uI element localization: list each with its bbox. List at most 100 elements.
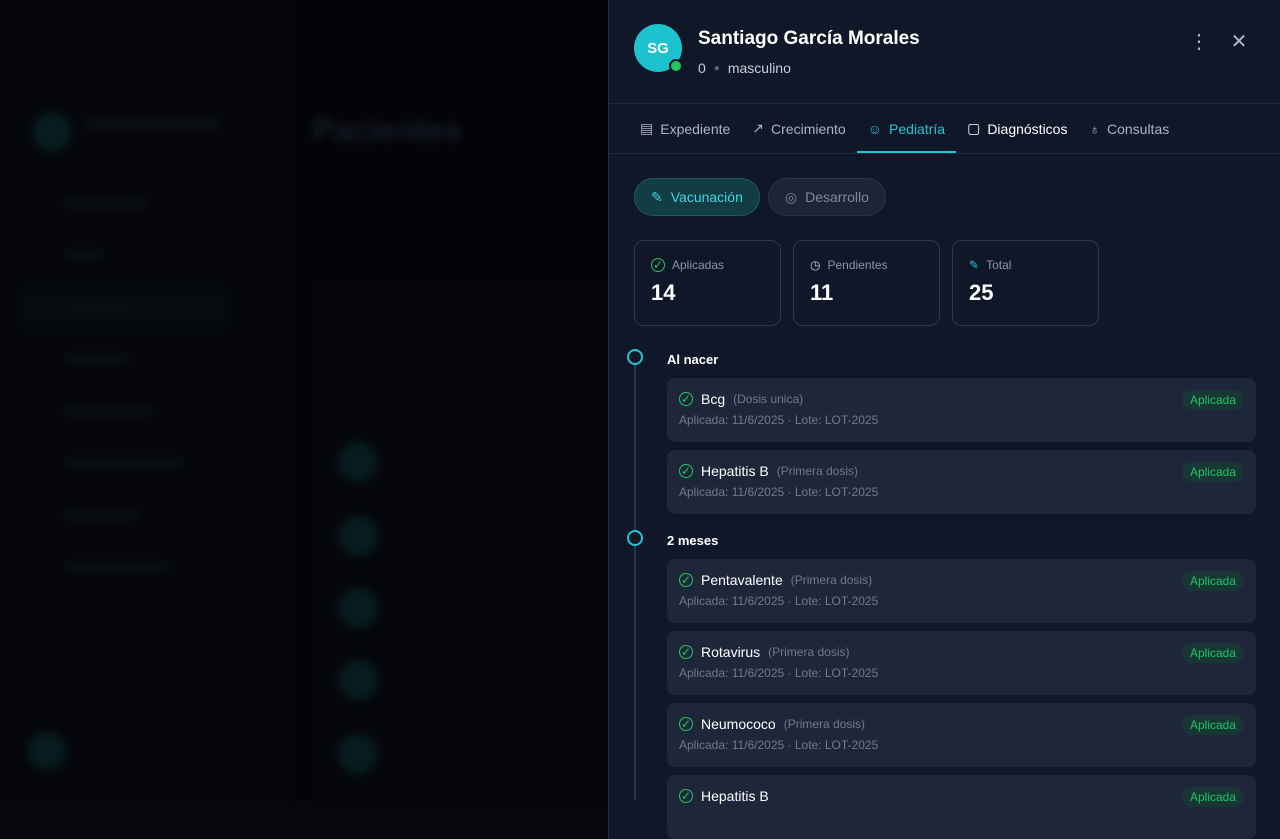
file-icon: ▢ xyxy=(967,120,981,136)
vaccine-timeline: Al nacer ✓ Bcg (Dosis unica) Aplicada: 11/6/… xyxy=(609,340,1280,839)
subtab-desarrollo[interactable]: ◎ Desarrollo xyxy=(767,178,886,216)
background-row-avatar xyxy=(338,734,378,774)
vaccine-meta: Aplicada: 11/6/2025 · Lote: LOT-2025 xyxy=(679,485,879,499)
stat-label: Aplicadas xyxy=(672,258,725,272)
vaccine-stats: ✓ Aplicadas 14 ◷ Pendientes 11 ✎ Total 25 xyxy=(609,216,1280,326)
tab-pediatria[interactable]: ☺ Pediatría xyxy=(856,104,957,153)
background-row-avatar xyxy=(338,660,378,700)
stat-value: 25 xyxy=(969,280,994,305)
clipboard-icon: ▤ xyxy=(640,120,654,136)
tab-diagnosticos[interactable]: ▢ Diagnósticos xyxy=(956,104,1078,153)
syringe-icon: ✎ xyxy=(969,258,980,272)
vaccine-card[interactable]: ✓ Bcg (Dosis unica) Aplicada: 11/6/2025 · L… xyxy=(667,378,1256,442)
vaccine-card[interactable]: ✓ Neumococo (Primera dosis) Aplicada: 11/6/… xyxy=(667,703,1256,767)
tab-label: Expediente xyxy=(660,120,731,137)
vaccine-meta: Aplicada: 11/6/2025 · Lote: LOT-2025 xyxy=(679,738,879,752)
baby-icon: ☺ xyxy=(867,120,883,137)
background-nav-item xyxy=(64,354,129,364)
background-row-avatar xyxy=(338,516,378,556)
group-title: Al nacer xyxy=(667,352,719,367)
background-row-avatar xyxy=(338,588,378,628)
tab-consultas[interactable]: ♁ Consultas xyxy=(1078,104,1180,153)
stat-value: 14 xyxy=(651,280,676,305)
background-avatar xyxy=(32,112,72,152)
separator-dot: ● xyxy=(713,62,720,74)
background-nav-item xyxy=(64,198,149,208)
subtab-label: Desarrollo xyxy=(805,189,869,205)
vaccine-meta: Aplicada: 11/6/2025 · Lote: LOT-2025 xyxy=(679,594,879,608)
status-badge: Aplicada xyxy=(1181,787,1244,807)
vaccine-name: Bcg xyxy=(701,391,726,407)
vaccine-dose: (Primera dosis) xyxy=(783,717,866,731)
background-text xyxy=(85,118,220,130)
background-nav-item xyxy=(64,406,154,416)
background-user-avatar xyxy=(28,732,66,770)
clock-icon: ◷ xyxy=(810,258,821,272)
background-app: Pacientes xyxy=(18,112,462,774)
timeline-line xyxy=(634,358,636,800)
subtab-bar: ✎ Vacunación ◎ Desarrollo xyxy=(609,154,1280,216)
vaccine-dose: (Primera dosis) xyxy=(790,573,873,587)
tab-label: Pediatría xyxy=(889,120,946,137)
status-badge: Aplicada xyxy=(1181,462,1244,482)
tab-bar: ▤ Expediente ↗ Crecimiento ☺ Pediatría ▢ Dia… xyxy=(609,104,1280,154)
vaccine-meta: Aplicada: 11/6/2025 · Lote: LOT-2025 xyxy=(679,413,879,427)
vaccine-name: Hepatitis B xyxy=(701,463,769,479)
stat-label: Pendientes xyxy=(827,258,888,272)
online-status-dot xyxy=(669,59,683,73)
vaccine-card[interactable]: ✓ Rotavirus (Primera dosis) Aplicada: 11/6/… xyxy=(667,631,1256,695)
close-icon[interactable]: ✕ xyxy=(1230,31,1248,53)
timeline-group: 2 meses ✓ Pentavalente (Primera dosis) Aplic… xyxy=(609,521,1280,839)
subtab-label: Vacunación xyxy=(670,189,743,205)
tab-label: Consultas xyxy=(1106,120,1170,137)
check-circle-icon: ✓ xyxy=(679,789,693,803)
stat-pendientes: ◷ Pendientes 11 xyxy=(793,240,940,326)
background-nav-item xyxy=(64,458,184,468)
vaccine-card[interactable]: ✓ Hepatitis B Aplicada xyxy=(667,775,1256,839)
timeline-group: Al nacer ✓ Bcg (Dosis unica) Aplicada: 11/6/… xyxy=(609,340,1280,514)
syringe-icon: ✎ xyxy=(651,188,663,205)
vaccine-dose: (Primera dosis) xyxy=(776,464,859,478)
vaccine-name: Hepatitis B xyxy=(701,788,769,804)
check-circle-icon: ✓ xyxy=(679,392,693,406)
status-badge: Aplicada xyxy=(1181,643,1244,663)
stat-total: ✎ Total 25 xyxy=(952,240,1099,326)
status-badge: Aplicada xyxy=(1181,571,1244,591)
drawer-header: SG Santiago García Morales 0 ● masculino… xyxy=(609,0,1280,104)
timeline-node xyxy=(627,530,643,546)
background-row-avatar xyxy=(338,442,378,482)
check-circle-icon: ✓ xyxy=(679,717,693,731)
check-circle-icon: ✓ xyxy=(679,645,693,659)
background-page-title: Pacientes xyxy=(312,112,462,148)
more-vertical-icon[interactable]: ⋮ xyxy=(1189,31,1209,53)
tab-expediente[interactable]: ▤ Expediente xyxy=(629,104,741,153)
vaccine-card[interactable]: ✓ Hepatitis B (Primera dosis) Aplicada: 11/… xyxy=(667,450,1256,514)
vaccine-dose: (Primera dosis) xyxy=(768,645,850,659)
background-nav-item xyxy=(64,562,169,572)
check-circle-icon: ✓ xyxy=(679,464,693,478)
subtab-vacunacion[interactable]: ✎ Vacunación xyxy=(634,178,760,216)
timeline-node xyxy=(627,349,643,365)
stat-label: Total xyxy=(986,258,1012,272)
patient-drawer: SG Santiago García Morales 0 ● masculino… xyxy=(608,0,1280,839)
check-circle-icon: ✓ xyxy=(679,573,693,587)
vaccine-dose: (Dosis unica) xyxy=(733,392,804,406)
stethoscope-icon: ♁ xyxy=(1089,120,1100,137)
vaccine-card[interactable]: ✓ Pentavalente (Primera dosis) Aplicada: 11… xyxy=(667,559,1256,623)
patient-sex: masculino xyxy=(727,60,791,76)
status-badge: Aplicada xyxy=(1181,390,1244,410)
vaccine-name: Neumococo xyxy=(701,716,776,732)
vaccine-name: Pentavalente xyxy=(701,572,783,588)
status-badge: Aplicada xyxy=(1181,715,1244,735)
patient-age: 0 xyxy=(698,60,706,76)
tab-crecimiento[interactable]: ↗ Crecimiento xyxy=(741,104,856,153)
background-nav-item xyxy=(64,302,139,312)
stat-value: 11 xyxy=(810,280,834,305)
trending-up-icon: ↗ xyxy=(752,120,765,136)
vaccine-meta: Aplicada: 11/6/2025 · Lote: LOT-2025 xyxy=(679,666,879,680)
tab-label: Crecimiento xyxy=(771,120,846,137)
patient-name: Santiago García Morales xyxy=(698,28,920,49)
group-title: 2 meses xyxy=(667,533,719,548)
brain-icon: ◎ xyxy=(784,188,798,205)
vaccine-name: Rotavirus xyxy=(701,644,761,660)
